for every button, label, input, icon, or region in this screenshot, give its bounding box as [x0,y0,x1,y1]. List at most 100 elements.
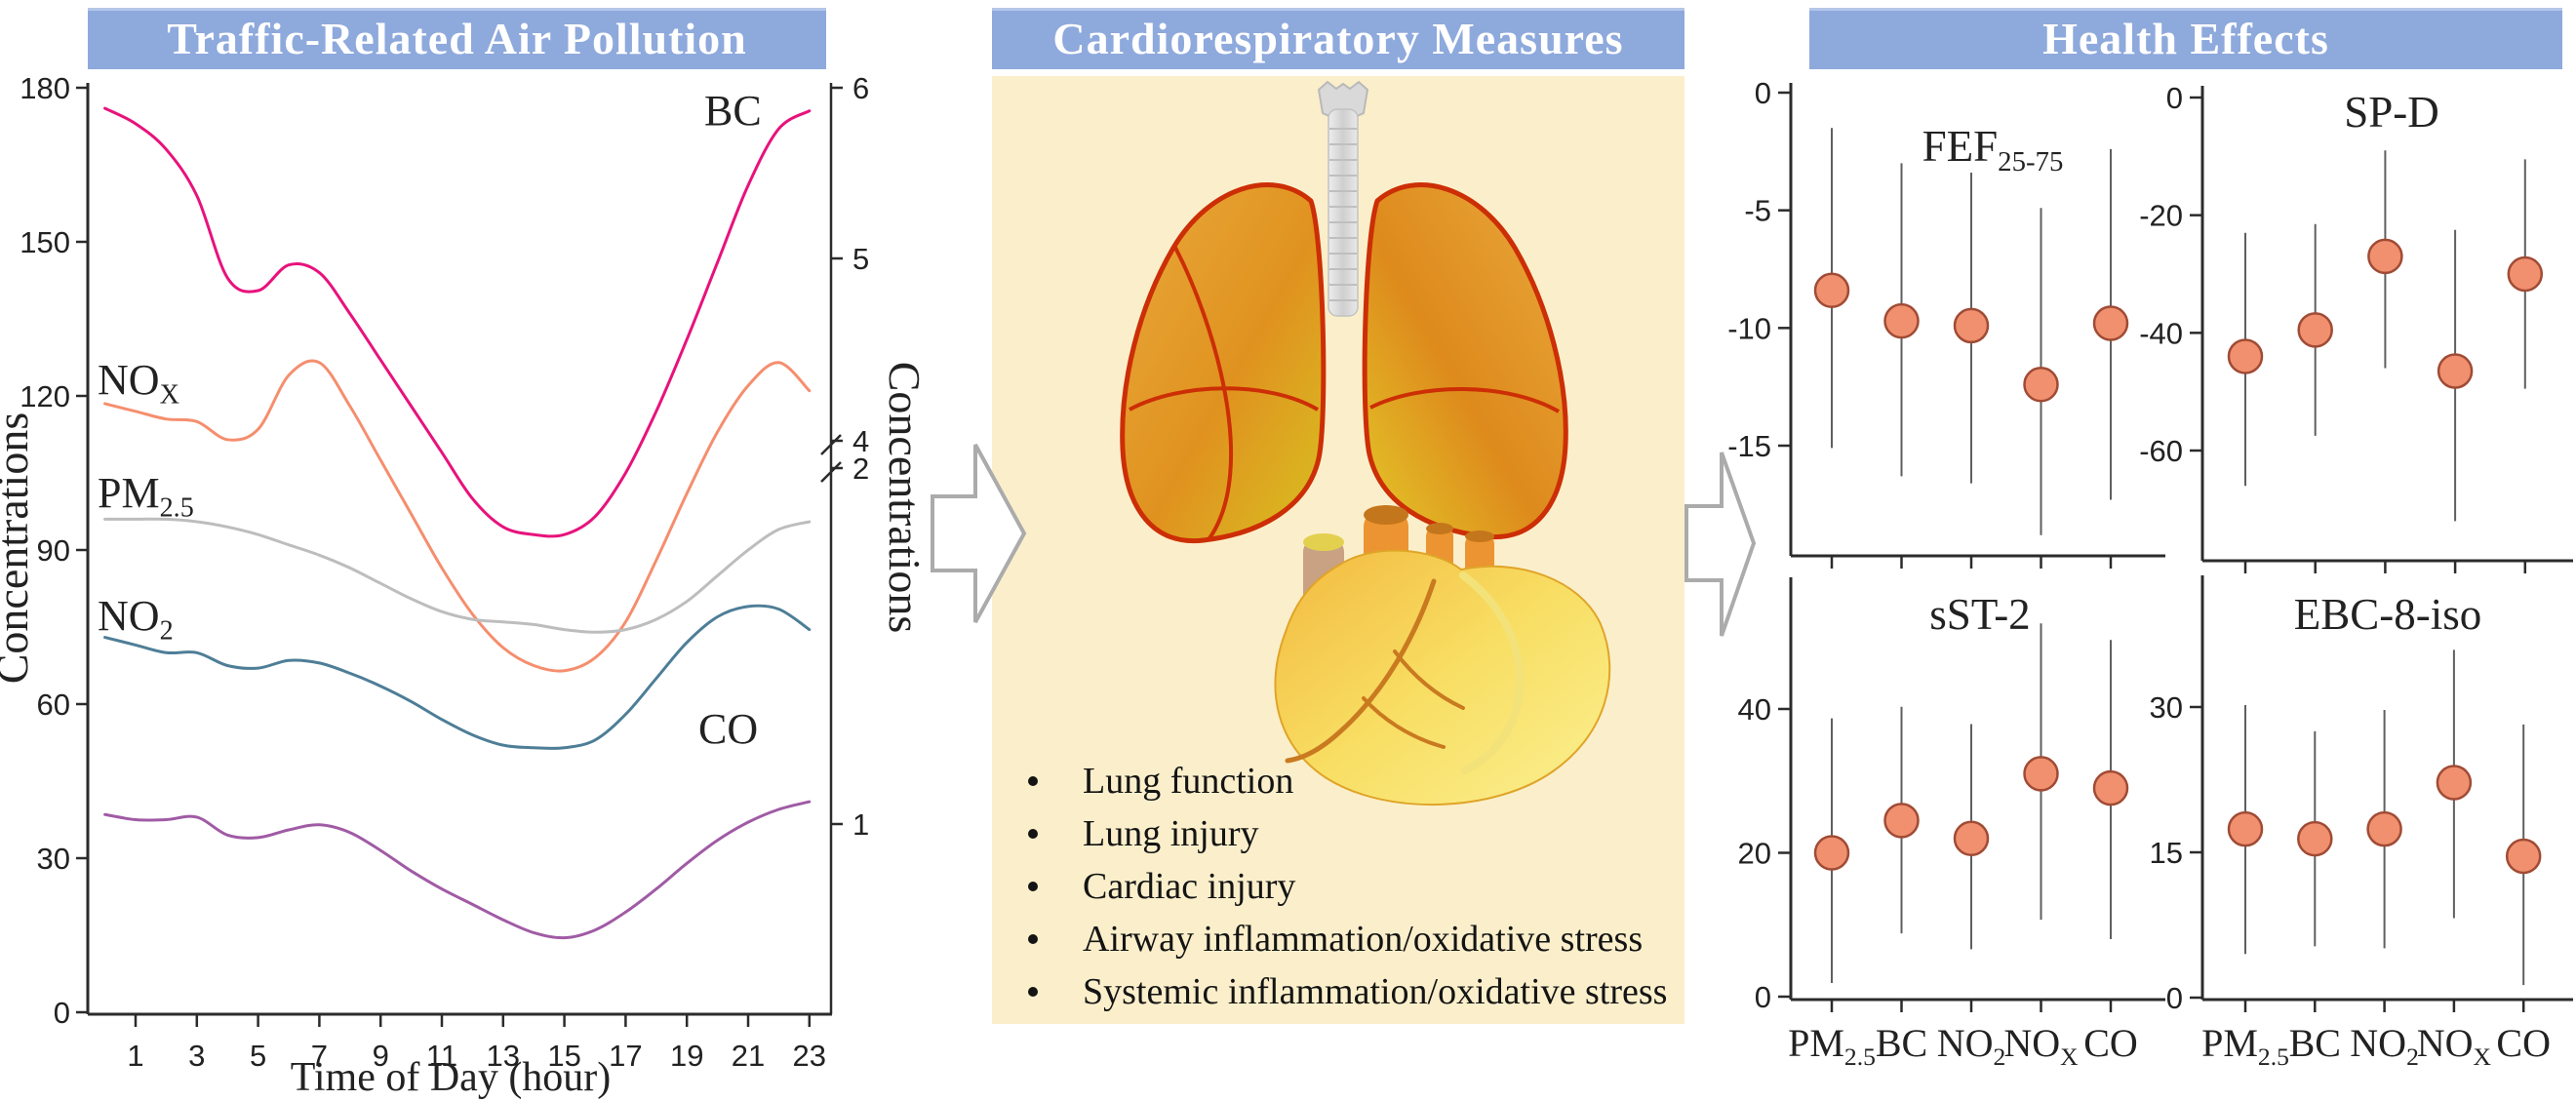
forest-plot-sp-d: 0 -20 -40 -60 SP-D [2139,81,2573,573]
right-y-tick-label: 2 [852,452,869,486]
forest-y-tick-label: 0 [2166,981,2183,1015]
estimate-point [2023,367,2059,403]
y-axis-title-left: Concentrations [0,413,37,685]
estimate-point [1883,302,1920,339]
middle-panel-header: Cardiorespiratory Measures [992,8,1684,69]
forest-plot-title: SP-D [2344,88,2439,137]
estimate-point [2436,765,2473,801]
forest-y-tick-label: -15 [1727,429,1771,463]
bullet-icon [1028,934,1038,944]
category-label: NO2 [1937,1021,2006,1071]
bullet-icon [1028,776,1038,786]
heart-illustration [1274,505,1611,806]
y-tick-label: 30 [37,842,70,876]
forest-y-tick-label: -40 [2139,316,2183,350]
series-no2-line [103,604,812,750]
list-item: Lung function [1005,755,1678,807]
series-label-co: CO [698,705,758,753]
series-nox-line [103,359,812,673]
category-label: BC [1876,1021,1927,1065]
measure-label: Cardiac injury [1083,866,1296,907]
estimate-point [2227,810,2264,847]
y-tick-label: 150 [20,225,70,259]
forest-plot-title: sST-2 [1929,590,2030,639]
estimate-point [1813,272,1850,308]
x-tick-label: 21 [732,1039,765,1073]
bullet-icon [1028,829,1038,839]
estimate-point [1953,820,1990,856]
forest-y-tick-label: -5 [1744,194,1771,228]
estimate-point [2507,256,2544,293]
measure-label: Systemic inflammation/oxidative stress [1083,971,1668,1012]
forest-y-tick-label: 20 [1738,837,1771,871]
right-y-tick-label: 1 [852,807,869,842]
measures-list: Lung function Lung injury Cardiac injury… [1005,755,1678,1018]
series-label-bc: BC [704,87,762,135]
x-tick-label: 13 [487,1039,520,1073]
axis-break-mark [820,434,842,455]
right-panel-header: Health Effects [1809,8,2562,69]
series-label-no2: NO2 [98,592,174,647]
series-label-pm25: PM2.5 [98,469,194,524]
category-label: NO2 [2350,1021,2419,1071]
estimate-point [2227,338,2264,374]
category-label: PM2.5 [1788,1021,1876,1071]
estimate-point [2092,305,2129,341]
y-tick-label: 180 [20,71,70,105]
estimate-point [2297,820,2333,857]
trachea-illustration [1317,80,1369,317]
x-axis-title: Time of Day (hour) [291,1055,612,1100]
forest-plot-fef25-75: 0 -5 -10 -15 FEF25-75 [1727,76,2165,569]
measure-label: Lung function [1083,761,1294,802]
category-label: NOX [2417,1021,2492,1071]
series-co-line [103,800,812,940]
list-item: Cardiac injury [1005,860,1678,913]
forest-y-tick-label: -20 [2139,199,2183,233]
y-tick-label: 0 [54,996,70,1030]
left-panel-header: Traffic-Related Air Pollution [88,8,826,69]
forest-plot-title: EBC-8-iso [2294,590,2482,639]
forest-y-tick-label: 0 [1755,76,1771,110]
estimate-point [1883,803,1920,839]
list-item: Lung injury [1005,807,1678,860]
series-pm25-line [103,517,812,634]
forest-y-tick-label: 15 [2150,836,2183,870]
forest-y-tick-label: 0 [2166,81,2183,115]
estimate-point [2505,838,2542,875]
category-label: CO [2496,1021,2551,1065]
y-tick-label: 90 [37,533,70,568]
right-y-tick-label: 5 [852,242,869,276]
category-label: NOX [2003,1021,2079,1071]
x-tick-label: 7 [311,1039,328,1073]
y-tick-label: 120 [20,379,70,413]
estimate-point [2023,756,2059,792]
forest-y-tick-label: 30 [2150,690,2183,725]
forest-y-tick-label: -60 [2139,434,2183,468]
estimate-point [1953,307,1990,344]
forest-y-tick-label: -10 [1727,311,1771,345]
x-tick-label: 3 [188,1039,205,1073]
x-tick-label: 19 [670,1039,703,1073]
x-tick-label: 5 [250,1039,266,1073]
y-axis-title-right: Concentrations [880,362,930,634]
estimate-point [2297,312,2333,348]
x-tick-label: 11 [426,1039,457,1073]
right-y-tick-label: 4 [852,424,869,458]
series-label-nox: NOX [98,356,179,411]
estimate-point [1813,835,1850,871]
x-tick-label: 9 [373,1039,389,1073]
forest-plot-title: FEF25-75 [1922,122,2064,177]
x-tick-label: 23 [793,1039,826,1073]
estimate-point [2437,353,2474,389]
lungs-illustration [1120,182,1568,544]
middle-panel-title: Cardiorespiratory Measures [1052,14,1624,63]
left-panel-title: Traffic-Related Air Pollution [167,14,747,63]
right-y-tick-label: 6 [852,71,869,105]
bullet-icon [1028,987,1038,997]
series-bc-line [103,106,812,538]
category-label: PM2.5 [2201,1021,2289,1071]
measure-label: Lung injury [1083,813,1259,854]
